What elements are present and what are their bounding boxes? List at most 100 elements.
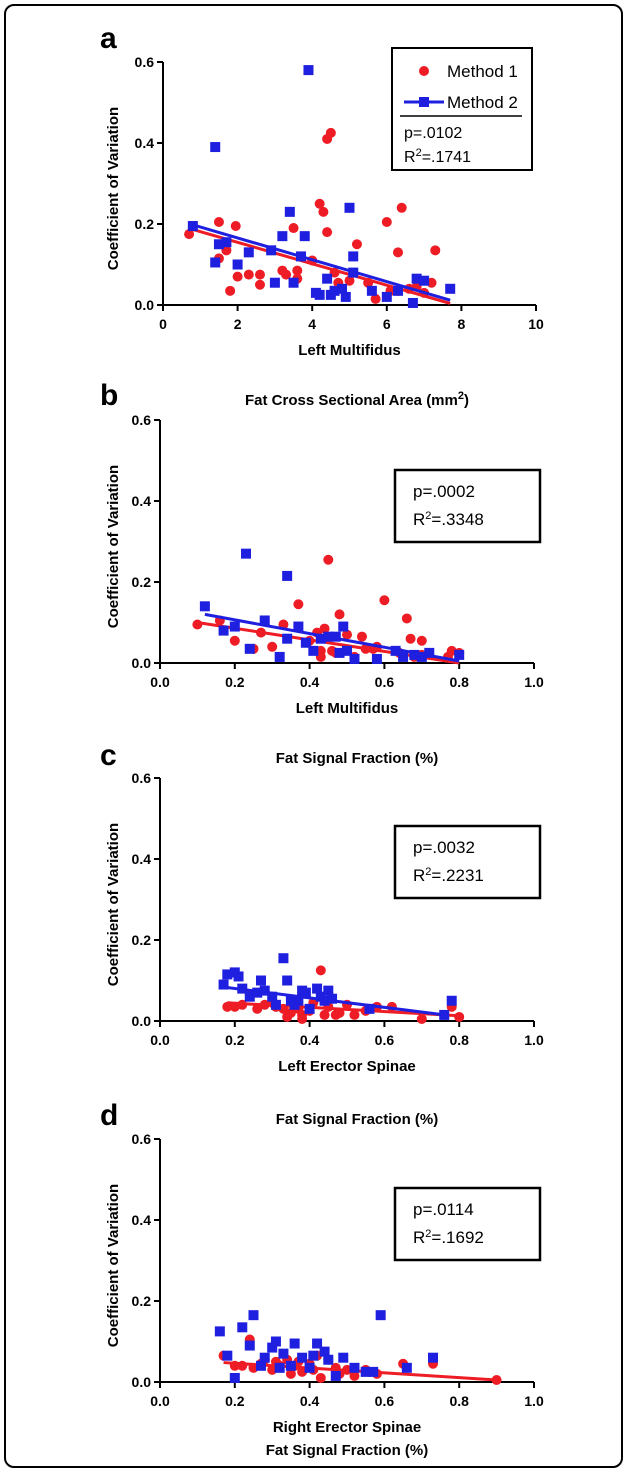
data-point-method-1 (454, 1011, 465, 1022)
data-point-method-1 (323, 554, 334, 565)
fit-line-2 (192, 223, 451, 302)
data-point-method-2 (401, 1362, 412, 1373)
data-point-method-2 (199, 601, 210, 612)
data-point-method-2 (381, 291, 392, 302)
data-point-method-1 (379, 595, 390, 606)
data-point-method-2 (360, 1366, 371, 1377)
panel-letter-d: d (100, 1099, 118, 1132)
data-point-method-2 (319, 1346, 330, 1357)
data-point-method-1 (293, 599, 304, 610)
data-point-method-2 (371, 653, 382, 664)
y-tick-label: 0.2 (132, 932, 152, 948)
data-point-method-1 (184, 229, 195, 240)
data-point-method-1 (416, 1013, 427, 1024)
x-tick-label: 0.0 (150, 1032, 170, 1048)
data-point-method-1 (405, 633, 416, 644)
panel-title: Fat Cross Sectional Area (mm2) (245, 390, 469, 409)
data-point-method-2 (312, 983, 323, 994)
data-point-method-1 (334, 1007, 345, 1018)
data-point-method-2 (327, 993, 338, 1004)
y-tick-label: 0.6 (132, 1131, 152, 1147)
data-point-method-1 (243, 269, 254, 280)
data-point-method-1 (334, 609, 345, 620)
x-tick-label: 0.8 (449, 1032, 469, 1048)
data-point-method-2 (244, 991, 255, 1002)
data-point-method-2 (293, 995, 304, 1006)
data-point-method-2 (233, 971, 244, 982)
y-tick-label: 0.0 (132, 655, 152, 671)
data-point-method-2 (221, 237, 232, 248)
fit-line-1 (223, 1361, 497, 1382)
data-point-method-2 (446, 995, 457, 1006)
data-point-method-1 (349, 1009, 360, 1020)
data-point-method-2 (428, 1352, 439, 1363)
data-point-method-1 (237, 999, 248, 1010)
x-tick-label: 4 (308, 316, 316, 332)
data-point-method-2 (348, 267, 359, 278)
data-point-method-2 (267, 1342, 278, 1353)
y-tick-label: 0.2 (135, 216, 155, 232)
stats-box (393, 824, 542, 900)
data-point-method-1 (192, 619, 203, 630)
data-point-method-1 (252, 1003, 263, 1014)
x-tick-label: 6 (383, 316, 391, 332)
data-point-method-2 (416, 651, 427, 662)
data-point-method-2 (424, 647, 435, 658)
data-point-method-1 (314, 198, 325, 209)
x-axis-label: Left Erector Spinae (278, 1058, 416, 1075)
data-point-method-1 (288, 223, 299, 234)
x-tick-label: 0.8 (449, 674, 469, 690)
x-tick-label: 0.6 (375, 1032, 395, 1048)
data-point-method-2 (419, 275, 430, 286)
data-point-method-2 (244, 643, 255, 654)
data-point-method-2 (348, 251, 359, 262)
data-point-method-2 (308, 645, 319, 656)
data-point-method-2 (267, 991, 278, 1002)
data-point-method-2 (390, 645, 401, 656)
data-point-method-2 (409, 649, 420, 660)
stat-p-value: p=.0114 (413, 1200, 474, 1219)
data-point-method-2 (411, 273, 422, 284)
legend-marker-method-2 (419, 97, 429, 107)
stats-box (393, 468, 542, 544)
x-tick-label: 0.2 (225, 1393, 245, 1409)
data-point-method-2 (296, 251, 307, 262)
data-point-method-1 (318, 206, 329, 217)
stat-r-squared: R2=.3348 (413, 510, 484, 529)
y-tick-label: 0.2 (132, 1293, 152, 1309)
data-point-method-2 (241, 548, 252, 559)
data-point-method-2 (266, 245, 277, 256)
stat-p-value: p=.0032 (413, 838, 475, 857)
data-point-method-2 (229, 1372, 240, 1383)
data-point-method-1 (267, 641, 278, 652)
y-tick-label: 0.6 (132, 770, 152, 786)
y-tick-label: 0.6 (132, 412, 152, 428)
data-point-method-2 (344, 202, 355, 213)
x-tick-label: 1.0 (524, 1393, 544, 1409)
x-tick-label: 1.0 (524, 1032, 544, 1048)
x-tick-label: 1.0 (524, 674, 544, 690)
y-axis-label: Coefficient of Variation (105, 1184, 122, 1347)
y-tick-label: 0.2 (132, 574, 152, 590)
panel-letter-b: b (100, 379, 118, 412)
y-axis-label: Coefficient of Variation (105, 465, 122, 628)
data-point-method-1 (396, 202, 407, 213)
data-point-method-1 (315, 1372, 326, 1383)
data-point-method-1 (254, 269, 265, 280)
data-point-method-2 (304, 1362, 315, 1373)
x-tick-label: 0.6 (375, 1393, 395, 1409)
data-point-method-1 (255, 627, 266, 638)
panel-d-subtitle: Fat Signal Fraction (%) (266, 1442, 429, 1459)
data-point-method-2 (285, 1360, 296, 1371)
data-point-method-1 (281, 269, 292, 280)
stats-box (393, 1186, 542, 1262)
data-point-method-2 (259, 985, 270, 996)
data-point-method-2 (349, 1362, 360, 1373)
y-axis-label: Coefficient of Variation (105, 107, 122, 270)
data-point-method-1 (349, 1370, 360, 1381)
data-point-method-2 (244, 1340, 255, 1351)
x-tick-label: 2 (234, 316, 242, 332)
data-point-method-2 (210, 142, 221, 153)
data-point-method-2 (312, 1338, 323, 1349)
data-point-method-1 (392, 247, 403, 258)
